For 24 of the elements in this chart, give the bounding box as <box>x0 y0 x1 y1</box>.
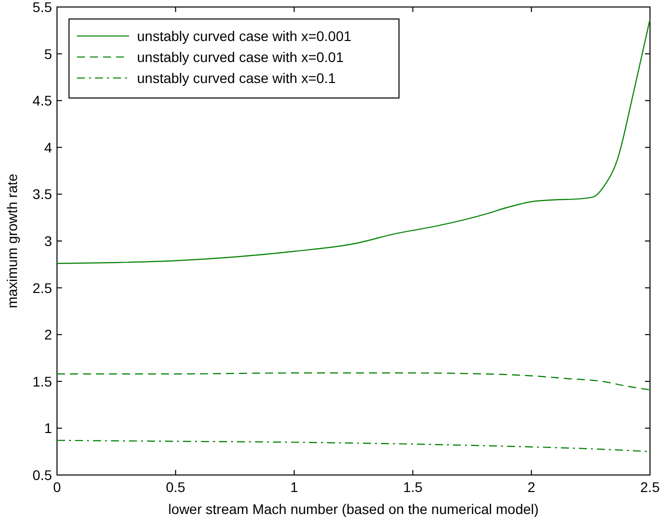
y-tick-label: 3 <box>44 233 52 249</box>
x-tick-label: 2.5 <box>640 479 660 495</box>
y-tick-label: 3.5 <box>32 186 52 202</box>
x-tick-label: 0.5 <box>166 479 186 495</box>
y-tick-label: 2.5 <box>32 280 52 296</box>
y-tick-label: 4 <box>44 139 52 156</box>
y-tick-label: 5 <box>44 46 52 62</box>
x-tick-label: 1 <box>290 479 298 495</box>
y-tick-label: 5.5 <box>32 0 52 15</box>
y-tick-label: 4.5 <box>32 92 52 109</box>
y-tick-label: 2 <box>44 326 52 343</box>
y-tick-label: 1.5 <box>32 373 52 390</box>
line-series <box>56 372 651 390</box>
line-series <box>56 18 651 264</box>
legend-label: unstably curved case with x=0.01 <box>137 49 344 65</box>
y-axis-title: maximum growth rate <box>4 173 20 308</box>
y-tick-label: 1 <box>44 420 52 436</box>
x-axis-title: lower stream Mach number (based on the numerical model) <box>168 501 539 517</box>
legend-label: unstably curved case with x=0.1 <box>137 70 336 86</box>
x-tick-label: 2 <box>528 479 536 495</box>
legend-label: unstably curved case with x=0.001 <box>137 28 352 44</box>
x-tick-label: 0 <box>53 479 62 495</box>
y-tick-label: 0.5 <box>32 467 52 483</box>
x-tick-label: 1.5 <box>403 479 423 495</box>
